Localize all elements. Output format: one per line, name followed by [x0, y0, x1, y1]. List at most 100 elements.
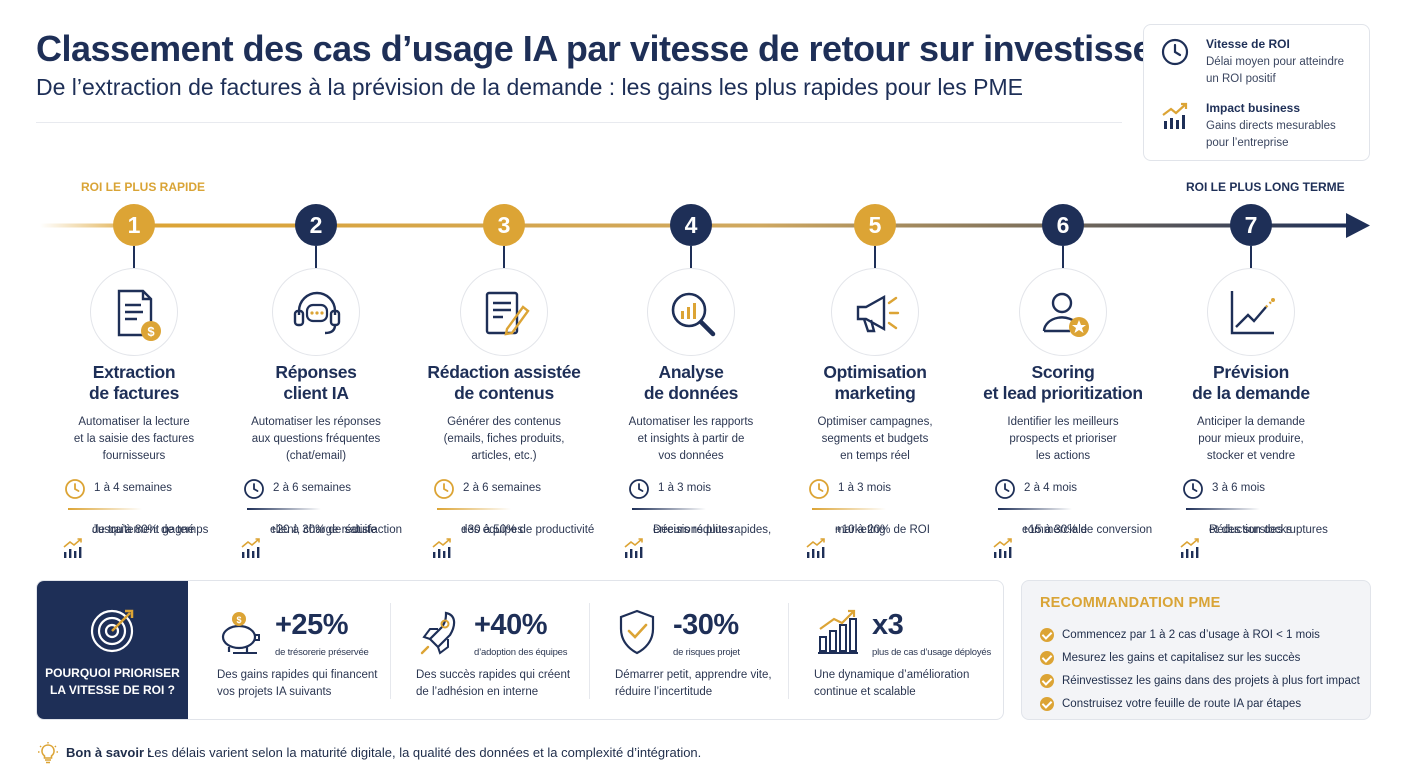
step-impact-line1: +15 à 30% de conversion: [1022, 524, 1153, 536]
header-divider: [36, 122, 1122, 123]
step-desc-line1: Identifier les meilleurs: [1007, 416, 1119, 428]
step-duration-underline: [437, 508, 511, 510]
step-desc-line2: (emails, fiches produits,: [443, 433, 565, 445]
stat-label: d’adoption des équipes: [474, 647, 568, 658]
step-duration-text: 1 à 4 semaines: [94, 482, 172, 494]
step-description: Automatiser les rapports et insights à pa…: [596, 414, 786, 465]
step-title-line1: Optimisation: [823, 362, 927, 382]
step-duration-text: 3 à 6 mois: [1212, 482, 1266, 494]
stat-value: +40%: [474, 609, 547, 641]
step-number: 7: [1230, 204, 1272, 246]
step-impact: Jusqu’à 80% de temps de traitement gagné: [39, 522, 232, 558]
stat-desc-line2: continue et scalable: [814, 686, 916, 698]
step-connector: [133, 246, 135, 268]
step-impact: Décisions plus rapides, erreurs réduites: [596, 522, 786, 558]
step-description: Générer des contenus (emails, fiches prod…: [409, 414, 599, 465]
step-desc-line3: les actions: [1035, 450, 1091, 462]
invoice-dollar-icon: $: [117, 289, 161, 341]
why-label: POURQUOI PRIORISER LA VITESSE DE ROI ?: [37, 665, 188, 699]
step-number: 3: [483, 204, 525, 246]
step-duration: 3 à 6 mois: [1156, 478, 1346, 510]
document-pen-icon: [485, 291, 530, 336]
step-duration-text: 2 à 4 mois: [1024, 482, 1078, 494]
step-duration-underline: [68, 508, 142, 510]
step-title: Réponses client IA: [221, 362, 411, 404]
trend-chart-icon: [432, 538, 451, 558]
stat-label: plus de cas d’usage déployés: [872, 647, 992, 658]
why-panel: POURQUOI PRIORISER LA VITESSE DE ROI ? $ +…: [36, 580, 1004, 720]
recommendation-panel: RECOMMANDATION PME Commencez par 1 à 2 c…: [1021, 580, 1371, 720]
trend-chart-icon: [1162, 102, 1188, 129]
step-desc-line2: et la saisie des factures: [73, 433, 195, 445]
check-circle-icon: [1040, 628, 1054, 642]
step-impact-text: +10 à 20% de ROI marketing: [835, 522, 975, 539]
step-title-line1: Extraction: [92, 362, 176, 382]
clock-icon: [1161, 38, 1189, 66]
step-title: Optimisation marketing: [780, 362, 970, 404]
step-icon-circle: $: [90, 268, 178, 356]
trend-chart-icon: [63, 538, 82, 558]
step-number: 2: [295, 204, 337, 246]
magnifier-chart-icon: [671, 292, 716, 337]
step-title-line2: marketing: [834, 383, 916, 403]
step-impact-line2: des équipes: [461, 524, 524, 536]
step-title: Extraction de factures: [39, 362, 229, 404]
shield-check-icon: [619, 609, 655, 655]
step-title-line2: de données: [643, 383, 739, 403]
step-duration: 2 à 6 semaines: [221, 478, 411, 510]
step-number: 4: [670, 204, 712, 246]
step-icon-circle: [1207, 268, 1295, 356]
stat-label: de trésorerie préservée: [275, 647, 369, 658]
lightbulb-icon: [38, 742, 58, 764]
timeline-right-label: ROI LE PLUS LONG TERME: [1186, 180, 1345, 194]
stat-description: Une dynamique d’amélioration continue et …: [814, 667, 984, 701]
step-impact: +15 à 30% de conversion commerciale: [968, 522, 1158, 558]
step-title-line1: Prévision: [1212, 362, 1290, 382]
trend-chart-icon: [241, 538, 260, 558]
step-duration-underline: [812, 508, 886, 510]
step-impact-line2: et des surstocks: [1209, 524, 1293, 536]
step-desc-line3: vos données: [658, 450, 724, 462]
step-impact-line2: commerciale: [1022, 524, 1088, 536]
step-title-line1: Analyse: [658, 362, 724, 382]
step-impact: +10 à 20% de ROI marketing: [780, 522, 970, 558]
timeline-left-label: ROI LE PLUS RAPIDE: [81, 180, 206, 194]
recommendation-item: Réinvestissez les gains dans des projets…: [1040, 673, 1360, 696]
step-impact-line2: de traitement gagné: [92, 524, 195, 536]
step-title-line2: et lead prioritization: [983, 383, 1143, 403]
clock-icon: [1183, 479, 1203, 499]
step-impact-text: Jusqu’à 80% de temps de traitement gagné: [92, 522, 232, 539]
step-title-line1: Réponses: [275, 362, 357, 382]
clock-icon: [809, 479, 829, 499]
step-impact-line1: Décisions plus rapides,: [653, 524, 772, 536]
step-desc-line2: segments et budgets: [821, 433, 929, 445]
stat-block: +40% d’adoption des équipes Des succès rap…: [388, 581, 586, 719]
legend-impact-title: Impact business: [1206, 101, 1301, 115]
step-description: Identifier les meilleurs prospects et pri…: [968, 414, 1158, 465]
step-desc-line3: fournisseurs: [102, 450, 166, 462]
step-title-line2: de contenus: [454, 383, 554, 403]
step-number: 6: [1042, 204, 1084, 246]
step-impact-text: +20 à 30% de satisfaction client, charge …: [270, 522, 410, 539]
step-number: 1: [113, 204, 155, 246]
step-duration-text: 2 à 6 semaines: [463, 482, 541, 494]
user-star-icon: [1042, 292, 1089, 337]
step-title: Scoring et lead prioritization: [968, 362, 1158, 404]
step-desc-line2: prospects et prioriser: [1009, 433, 1117, 445]
step-duration-text: 1 à 3 mois: [658, 482, 712, 494]
step-desc-line1: Automatiser la lecture: [78, 416, 190, 428]
step-duration: 1 à 4 semaines: [39, 478, 229, 510]
trend-chart-icon: [624, 538, 643, 558]
stat-divider: [788, 603, 789, 699]
clock-icon: [434, 479, 454, 499]
trend-chart-icon: [1180, 538, 1199, 558]
legend-speed-desc: Délai moyen pour atteindre un ROI positi…: [1206, 56, 1345, 85]
step-impact: Réduction des ruptures et des surstocks: [1156, 522, 1346, 558]
step-duration: 1 à 3 mois: [780, 478, 970, 510]
step-desc-line1: Automatiser les réponses: [251, 416, 381, 428]
step-desc-line1: Anticiper la demande: [1196, 416, 1306, 428]
megaphone-icon: [856, 294, 900, 333]
rocket-icon: [420, 611, 456, 655]
step-impact-line2: client, charge réduite: [270, 524, 377, 536]
recommendation-text: Réinvestissez les gains dans des projets…: [1062, 675, 1360, 687]
